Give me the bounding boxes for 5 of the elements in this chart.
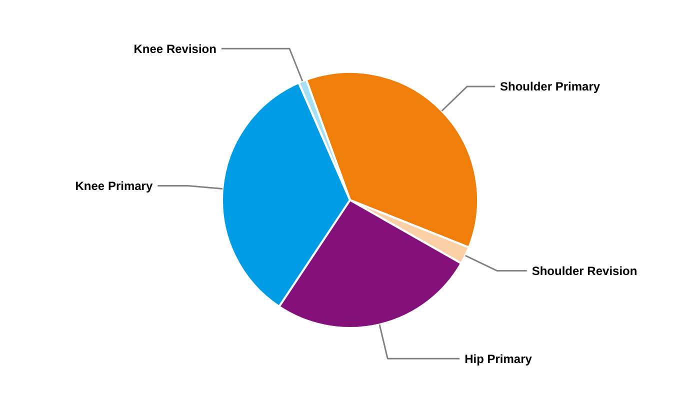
slice-label: Hip Primary <box>464 352 532 366</box>
slice-label: Knee Primary <box>75 178 153 193</box>
slice-label: Shoulder Primary <box>500 80 600 94</box>
slice-label: Shoulder Revision <box>532 264 638 278</box>
slice-label: Knee Revision <box>134 42 216 56</box>
